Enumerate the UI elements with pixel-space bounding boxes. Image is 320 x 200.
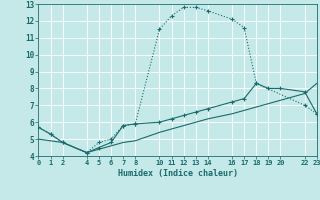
X-axis label: Humidex (Indice chaleur): Humidex (Indice chaleur): [118, 169, 238, 178]
